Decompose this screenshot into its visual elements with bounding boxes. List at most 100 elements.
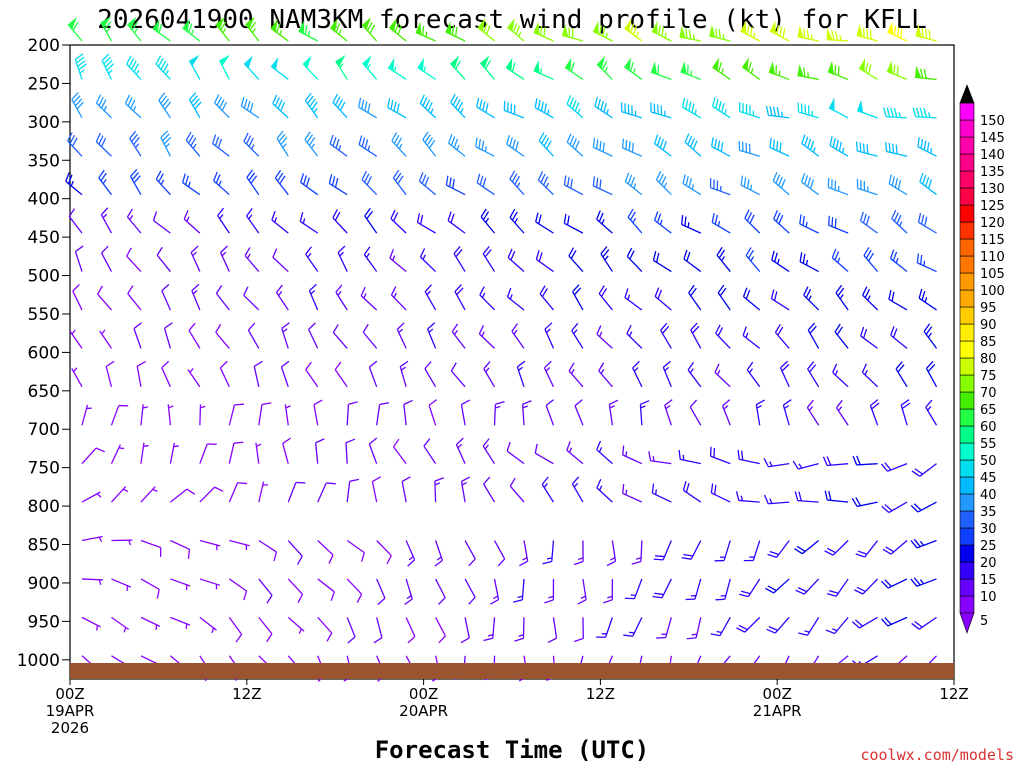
wind-barb [483, 476, 496, 503]
wind-barb [100, 16, 113, 42]
wind-barb [126, 16, 142, 42]
wind-barb [598, 285, 613, 311]
wind-barb [390, 286, 407, 311]
wind-barb [243, 132, 260, 157]
colorbar-label: 125 [980, 199, 1005, 214]
wind-barb [243, 55, 260, 80]
wind-barb [329, 134, 348, 157]
wind-barb [475, 137, 495, 157]
wind-barb [140, 616, 161, 631]
wind-barb [99, 329, 113, 349]
wind-barb [215, 16, 230, 42]
wind-barb [448, 134, 466, 157]
wind-barb [568, 362, 584, 388]
wind-barb [480, 55, 496, 80]
wind-barb [300, 173, 319, 196]
plot-frame [69, 44, 955, 680]
colorbar-swatch [959, 323, 975, 342]
wind-barb [346, 401, 358, 426]
wind-barb [600, 246, 613, 272]
wind-barb [740, 175, 761, 196]
wind-barb [276, 130, 289, 157]
wind-barb [801, 134, 820, 157]
wind-barb [478, 325, 495, 349]
wind-barb [110, 486, 129, 503]
colorbar-swatch [959, 391, 975, 410]
wind-barb [126, 247, 142, 272]
wind-barb [219, 245, 230, 272]
colorbar-swatch [959, 527, 975, 546]
y-tick-label: 550 [28, 305, 60, 325]
wind-barb [188, 54, 201, 80]
x-tick-label: 19APR [46, 702, 95, 720]
wind-barb [424, 284, 437, 311]
wind-barb [514, 617, 525, 642]
wind-barb [346, 539, 365, 562]
wind-barb [512, 578, 525, 603]
wind-barb [566, 441, 584, 465]
wind-barb [824, 490, 849, 503]
wind-barb [912, 107, 937, 119]
wind-barb [889, 249, 908, 273]
wind-barb [795, 578, 820, 595]
colorbar-label: 105 [980, 267, 1005, 282]
wind-barb [229, 539, 250, 551]
wind-barb [214, 94, 230, 119]
wind-barb [827, 60, 849, 81]
wind-barb [862, 286, 879, 311]
wind-barb [624, 172, 643, 196]
wind-barb [772, 171, 790, 196]
wind-barb [596, 210, 613, 234]
wind-barb [140, 442, 149, 464]
wind-barb [794, 491, 819, 503]
colorbar-swatch [959, 289, 975, 308]
wind-barb [621, 138, 643, 157]
wind-barb [317, 482, 336, 503]
wind-barb [888, 289, 908, 311]
wind-barb [650, 61, 672, 81]
wind-barb [284, 404, 291, 426]
wind-barb [714, 363, 731, 388]
wind-barb [623, 57, 643, 80]
wind-barb [793, 540, 820, 555]
wind-barb [769, 138, 790, 157]
wind-barb [537, 171, 554, 196]
wind-barb [317, 616, 333, 642]
wind-barb [376, 540, 392, 565]
wind-barb [215, 285, 230, 311]
colorbar-swatch [959, 578, 975, 597]
wind-barb [541, 476, 555, 503]
wind-barb [399, 360, 409, 388]
wind-barb [564, 57, 584, 80]
wind-barb [476, 173, 495, 196]
wind-barb [736, 616, 761, 633]
wind-barb [886, 60, 908, 81]
wind-barb [834, 323, 849, 349]
wind-barb [161, 360, 171, 388]
wind-barb [763, 457, 790, 468]
wind-barb [506, 441, 525, 465]
wind-barb [545, 399, 555, 426]
wind-barb [627, 208, 643, 234]
wind-barb [111, 539, 133, 546]
wind-barb [445, 21, 466, 42]
credit-text: coolwx.com/models [860, 746, 1014, 764]
wind-barb [282, 437, 291, 464]
wind-barb [308, 283, 319, 311]
wind-barb [129, 168, 142, 196]
wind-barb [199, 539, 221, 551]
wind-barb [247, 322, 260, 349]
wind-barb [654, 211, 672, 234]
colorbar-swatch [959, 510, 975, 529]
wind-barb [152, 211, 171, 234]
wind-barb [767, 540, 790, 558]
wind-barb [71, 367, 83, 388]
wind-barb [746, 361, 761, 388]
wind-barb [882, 107, 908, 119]
colorbar-swatch [959, 102, 975, 121]
wind-barb [519, 540, 529, 567]
wind-barb [740, 20, 761, 42]
wind-barb [428, 399, 438, 426]
wind-barb [623, 617, 643, 637]
colorbar-swatch [959, 238, 975, 257]
